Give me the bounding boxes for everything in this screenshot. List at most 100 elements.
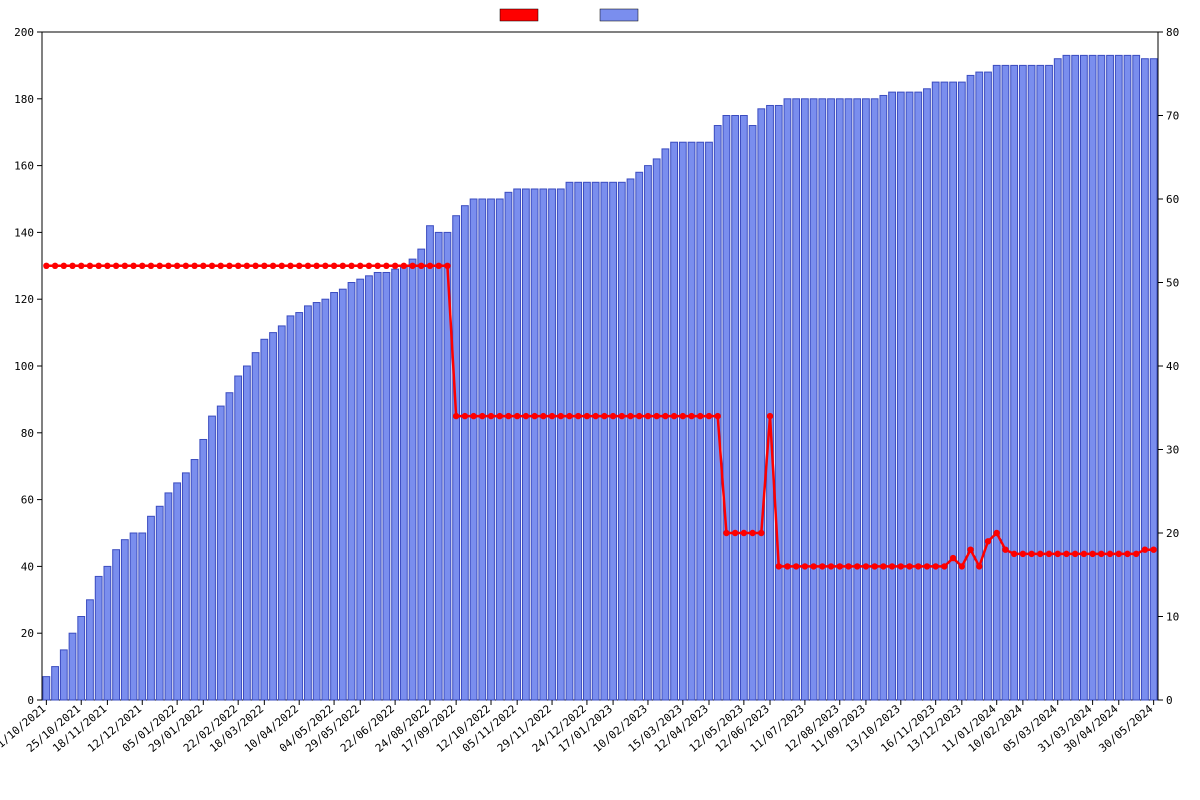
bar — [461, 206, 468, 700]
line-marker — [776, 563, 782, 569]
line-marker — [610, 413, 616, 419]
bar — [156, 506, 163, 700]
bar — [305, 306, 312, 700]
bar — [897, 92, 904, 700]
line-marker — [680, 413, 686, 419]
line-marker — [627, 413, 633, 419]
bar — [278, 326, 285, 700]
line-marker — [531, 413, 537, 419]
bar — [819, 99, 826, 700]
line-marker — [348, 263, 354, 269]
bar — [165, 493, 172, 700]
dual-axis-chart: 0204060801001201401601802000102030405060… — [0, 0, 1200, 800]
bar — [226, 393, 233, 700]
bar — [296, 313, 303, 700]
bar — [906, 92, 913, 700]
y-left-tick-label: 120 — [14, 293, 34, 306]
bar — [932, 82, 939, 700]
bar — [209, 416, 216, 700]
bar — [592, 182, 599, 700]
line-marker — [69, 263, 75, 269]
bar — [566, 182, 573, 700]
bar — [1028, 65, 1035, 700]
line-marker — [1063, 551, 1069, 557]
line-marker — [78, 263, 84, 269]
bar — [252, 353, 259, 700]
y-left-tick-label: 140 — [14, 226, 34, 239]
line-marker — [802, 563, 808, 569]
bar — [801, 99, 808, 700]
line-marker — [619, 413, 625, 419]
line-marker — [741, 530, 747, 536]
bar — [357, 279, 364, 700]
bar — [967, 75, 974, 700]
bar — [645, 166, 652, 700]
bar — [793, 99, 800, 700]
bar — [87, 600, 94, 700]
bar — [697, 142, 704, 700]
line-marker — [784, 563, 790, 569]
bar — [610, 182, 617, 700]
line-marker — [157, 263, 163, 269]
line-marker — [1055, 551, 1061, 557]
y-left-tick-label: 80 — [21, 427, 34, 440]
bar — [69, 633, 76, 700]
y-right-tick-label: 50 — [1166, 277, 1179, 290]
line-marker — [374, 263, 380, 269]
line-marker — [880, 563, 886, 569]
y-left-tick-label: 60 — [21, 494, 34, 507]
y-left-tick-label: 180 — [14, 93, 34, 106]
y-right-tick-label: 10 — [1166, 611, 1179, 624]
y-right-tick-label: 80 — [1166, 26, 1179, 39]
bar — [174, 483, 181, 700]
bar — [52, 667, 59, 700]
line-marker — [383, 263, 389, 269]
line-marker — [409, 263, 415, 269]
bar — [601, 182, 608, 700]
bar — [427, 226, 434, 700]
line-marker — [898, 563, 904, 569]
line-marker — [366, 263, 372, 269]
bar — [1011, 65, 1018, 700]
line-marker — [436, 263, 442, 269]
line-marker — [87, 263, 93, 269]
line-marker — [924, 563, 930, 569]
bar — [958, 82, 965, 700]
bar — [200, 439, 207, 700]
line-marker — [967, 547, 973, 553]
bar — [880, 95, 887, 700]
line-marker — [592, 413, 598, 419]
line-marker — [313, 263, 319, 269]
line-marker — [566, 413, 572, 419]
line-marker — [279, 263, 285, 269]
line-marker — [540, 413, 546, 419]
legend-swatch — [600, 9, 638, 21]
line-marker — [340, 263, 346, 269]
line-marker — [723, 530, 729, 536]
bar — [863, 99, 870, 700]
bar — [993, 65, 1000, 700]
bar — [871, 99, 878, 700]
legend-swatch — [500, 9, 538, 21]
bar — [915, 92, 922, 700]
bar — [854, 99, 861, 700]
line-marker — [488, 413, 494, 419]
line-marker — [479, 413, 485, 419]
bar — [1072, 55, 1079, 700]
bar — [113, 550, 120, 700]
line-marker — [871, 563, 877, 569]
line-marker — [1133, 551, 1139, 557]
bar — [191, 460, 198, 700]
bar — [662, 149, 669, 700]
bar — [749, 126, 756, 700]
bar — [43, 677, 50, 700]
bar — [313, 303, 320, 700]
bar — [775, 105, 782, 700]
bar — [758, 109, 765, 700]
line-marker — [959, 563, 965, 569]
line-marker — [252, 263, 258, 269]
line-marker — [174, 263, 180, 269]
bar — [889, 92, 896, 700]
line-marker — [863, 563, 869, 569]
bar — [217, 406, 224, 700]
